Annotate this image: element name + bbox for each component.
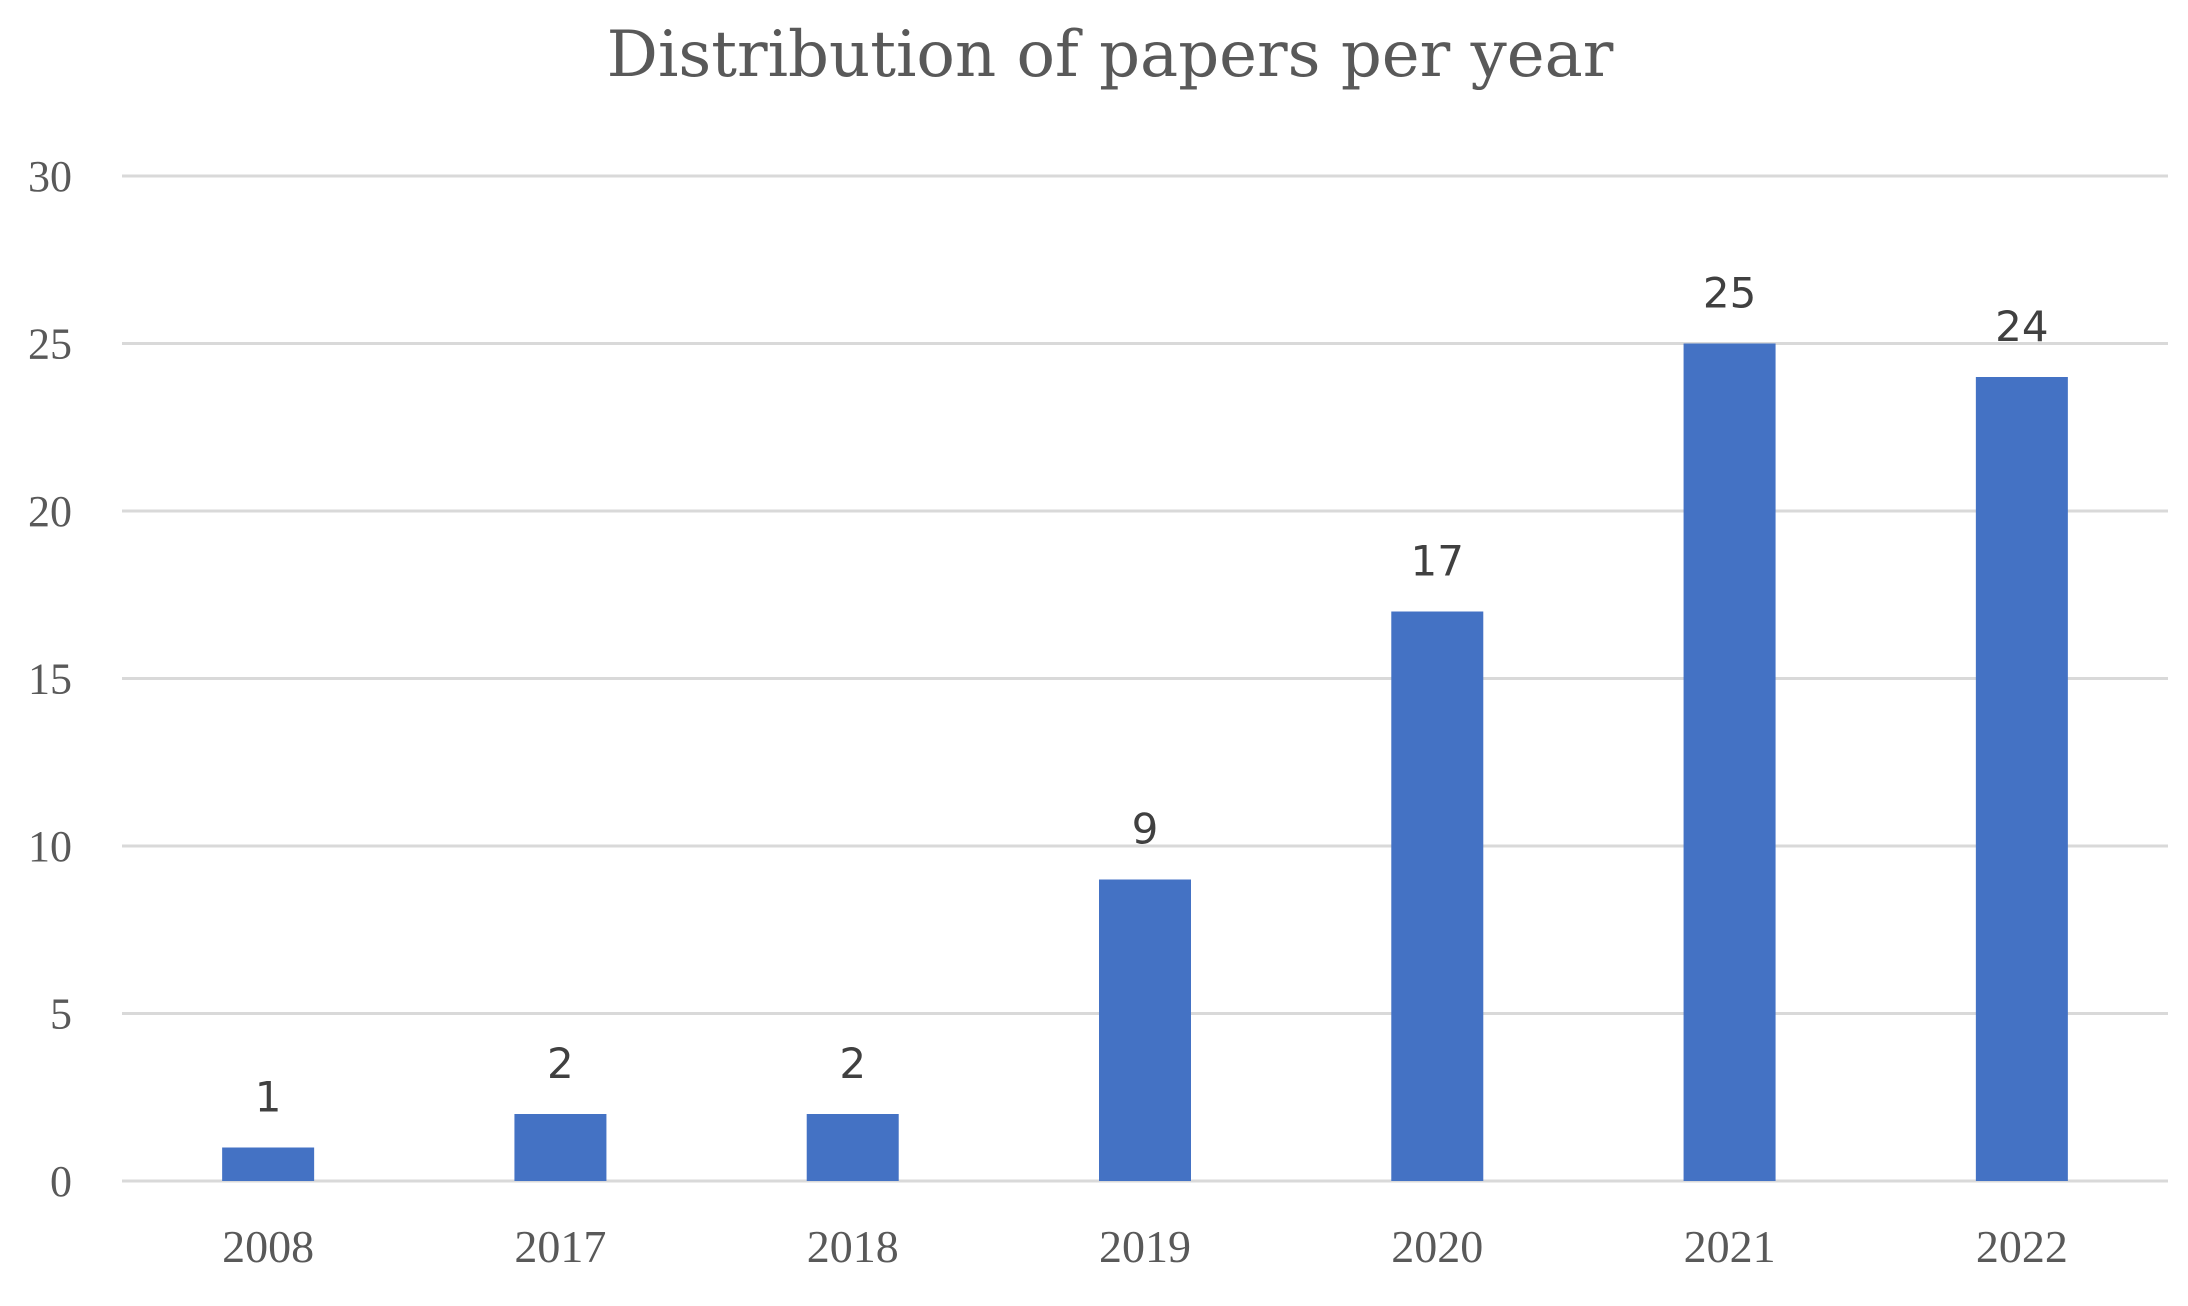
data-label-2019: 9 [1132, 805, 1159, 854]
y-tick-label: 5 [50, 990, 72, 1039]
bar-2008 [222, 1147, 315, 1181]
x-tick-label-2020: 2020 [1391, 1221, 1483, 1272]
data-label-2021: 25 [1703, 269, 1756, 318]
data-label-2008: 1 [255, 1073, 282, 1122]
bar-2021 [1683, 343, 1776, 1181]
x-axis-ticks: 2008 2017 2018 2019 2020 2021 2022 [222, 1221, 2068, 1272]
bar-2019 [1099, 879, 1191, 1181]
y-tick-label: 30 [28, 152, 72, 201]
data-label-2017: 2 [547, 1039, 574, 1088]
data-label-2022: 24 [1995, 302, 2048, 351]
x-tick-label-2017: 2017 [514, 1221, 606, 1272]
y-tick-label: 15 [28, 655, 72, 704]
bar-2020 [1391, 611, 1484, 1181]
x-tick-label-2008: 2008 [222, 1221, 314, 1272]
bar-2022 [1975, 377, 2068, 1181]
bars [222, 343, 2068, 1181]
x-tick-label-2021: 2021 [1684, 1221, 1776, 1272]
bar-2018 [806, 1114, 899, 1181]
data-label-2020: 17 [1411, 537, 1464, 586]
x-tick-label-2022: 2022 [1976, 1221, 2068, 1272]
gridlines [122, 174, 2168, 1183]
chart-title: Distribution of papers per year [607, 18, 1614, 92]
x-tick-label-2018: 2018 [807, 1221, 899, 1272]
y-tick-label: 0 [50, 1157, 72, 1206]
bar-2017 [514, 1114, 607, 1181]
data-label-2018: 2 [839, 1039, 866, 1088]
y-tick-label: 25 [28, 320, 72, 369]
x-tick-label-2019: 2019 [1099, 1221, 1191, 1272]
y-tick-label: 10 [28, 822, 72, 871]
y-axis-ticks: 0 5 10 15 20 25 30 [28, 152, 72, 1206]
data-labels: 1 2 2 9 17 25 24 [255, 269, 2049, 1122]
y-tick-label: 20 [28, 487, 72, 536]
